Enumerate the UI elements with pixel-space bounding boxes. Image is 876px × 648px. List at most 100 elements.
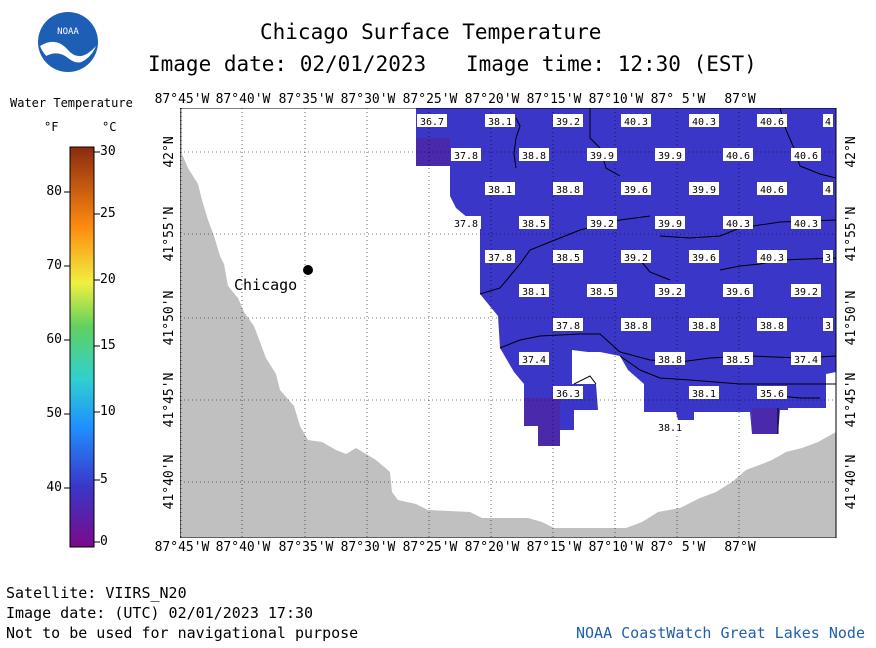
temperature-label: 38.8 (757, 318, 787, 332)
temperature-label: 37.8 (485, 250, 515, 264)
left-lat-label: 41°45'N (162, 372, 177, 428)
bottom-lon-label: 87°30'W (340, 540, 396, 555)
temperature-label: 38.5 (587, 284, 617, 298)
temperature-value: 38.8 (624, 321, 648, 332)
legend-c-tick: 20 (100, 272, 116, 287)
legend-c-tick: 5 (100, 472, 108, 487)
bottom-lon-label: 87°35'W (278, 540, 334, 555)
temperature-value: 4 (825, 185, 831, 196)
temperature-value: 39.9 (658, 219, 682, 230)
legend-f-tick: 40 (46, 480, 62, 495)
temperature-value: 40.3 (794, 219, 818, 230)
temperature-value: 38.1 (692, 389, 716, 400)
top-lon-label: 87°25'W (402, 92, 458, 107)
temperature-value: 40.3 (692, 117, 716, 128)
temperature-value: 39.6 (726, 287, 750, 298)
disclaimer: Not to be used for navigational purpose (6, 624, 359, 642)
temperature-value: 39.6 (624, 185, 648, 196)
temperature-value: 40.3 (726, 219, 750, 230)
graticule (180, 108, 836, 538)
left-lat-label: 41°40'N (162, 454, 177, 510)
bottom-lon-label: 87°25'W (402, 540, 458, 555)
legend-c-tick: 15 (100, 338, 116, 353)
legend-f-tick: 70 (46, 258, 62, 273)
temperature-value: 38.8 (760, 321, 784, 332)
bottom-lon-label: 87°20'W (464, 540, 520, 555)
temperature-value: 38.8 (658, 355, 682, 366)
top-lon-label: 87°40'W (215, 92, 271, 107)
temperature-label: 37.8 (451, 148, 481, 162)
temperature-label: 39.9 (655, 148, 685, 162)
temperature-value: 38.5 (726, 355, 750, 366)
temperature-value: 39.6 (692, 253, 716, 264)
top-lon-label: 87° 5'W (650, 92, 706, 107)
temperature-value: 37.8 (454, 151, 478, 162)
temperature-label: 40.3 (723, 216, 753, 230)
temperature-value: 37.8 (454, 219, 478, 230)
legend-c-tick: 10 (100, 404, 116, 419)
top-lon-label: 87°45'W (154, 92, 210, 107)
legend-unit-c: °C (102, 120, 117, 134)
temperature-label: 39.2 (587, 216, 617, 230)
temperature-value: 38.5 (556, 253, 580, 264)
temperature-value: 35.6 (760, 389, 784, 400)
legend-f-tick: 60 (46, 332, 62, 347)
temperature-label: 40.3 (621, 114, 651, 128)
temperature-label: 38.1 (655, 420, 685, 434)
temperature-label: 38.5 (723, 352, 753, 366)
temperature-value: 39.9 (658, 151, 682, 162)
temperature-value: 39.2 (624, 253, 648, 264)
temperature-label: 38.5 (519, 216, 549, 230)
credit-link[interactable]: NOAA CoastWatch Great Lakes Node (576, 624, 865, 642)
temperature-value: 39.9 (692, 185, 716, 196)
temperature-label: 38.1 (689, 386, 719, 400)
top-lon-label: 87°10'W (588, 92, 644, 107)
image-time: Image time: 12:30 (EST) (466, 52, 757, 76)
utc-date: Image date: (UTC) 02/01/2023 17:30 (6, 604, 314, 622)
temperature-value: 40.3 (760, 253, 784, 264)
left-lat-label: 41°50'N (162, 290, 177, 346)
top-lon-label: 87°30'W (340, 92, 396, 107)
city-label: Chicago (234, 276, 297, 294)
temperature-value: 38.1 (522, 287, 546, 298)
temperature-label: 4 (823, 182, 833, 196)
temperature-value: 4 (825, 117, 831, 128)
temperature-label: 39.9 (655, 216, 685, 230)
bottom-lon-label: 87° 5'W (650, 540, 706, 555)
satellite-info: Satellite: VIIRS_N20 (6, 584, 187, 602)
temperature-label: 37.4 (519, 352, 549, 366)
temperature-label: 35.6 (757, 386, 787, 400)
temperature-label: 39.2 (553, 114, 583, 128)
legend-f-tick: 80 (46, 184, 62, 199)
temperature-label: 40.3 (791, 216, 821, 230)
temperature-label: 38.1 (485, 182, 515, 196)
bottom-lon-label: 87°W (724, 540, 756, 555)
top-lon-label: 87°W (724, 92, 756, 107)
cold-patch (416, 138, 450, 166)
temperature-value: 39.2 (590, 219, 614, 230)
temperature-value: 38.5 (522, 219, 546, 230)
top-lon-label: 87°35'W (278, 92, 334, 107)
temperature-value: 37.4 (794, 355, 818, 366)
legend-f-tick: 50 (46, 406, 62, 421)
temperature-value: 37.8 (488, 253, 512, 264)
cold-patch (752, 408, 778, 434)
bottom-lon-label: 87°45'W (154, 540, 210, 555)
page-title: Chicago Surface Temperature (260, 20, 602, 44)
legend-unit-f: °F (44, 120, 59, 134)
image-date: Image date: 02/01/2023 (148, 52, 427, 76)
temperature-value: 40.3 (624, 117, 648, 128)
temperature-label: 39.6 (689, 250, 719, 264)
left-lat-label: 42°N (162, 136, 177, 168)
right-lat-label: 41°40'N (844, 454, 859, 510)
bottom-lon-label: 87°10'W (588, 540, 644, 555)
cold-patch (524, 398, 560, 446)
temperature-value: 37.8 (556, 321, 580, 332)
top-lon-label: 87°20'W (464, 92, 520, 107)
bottom-lon-label: 87°15'W (526, 540, 582, 555)
temperature-value: 3 (825, 253, 831, 264)
temperature-label: 39.6 (723, 284, 753, 298)
right-lat-label: 41°45'N (844, 372, 859, 428)
temperature-value: 38.1 (488, 185, 512, 196)
temperature-label: 40.6 (757, 182, 787, 196)
